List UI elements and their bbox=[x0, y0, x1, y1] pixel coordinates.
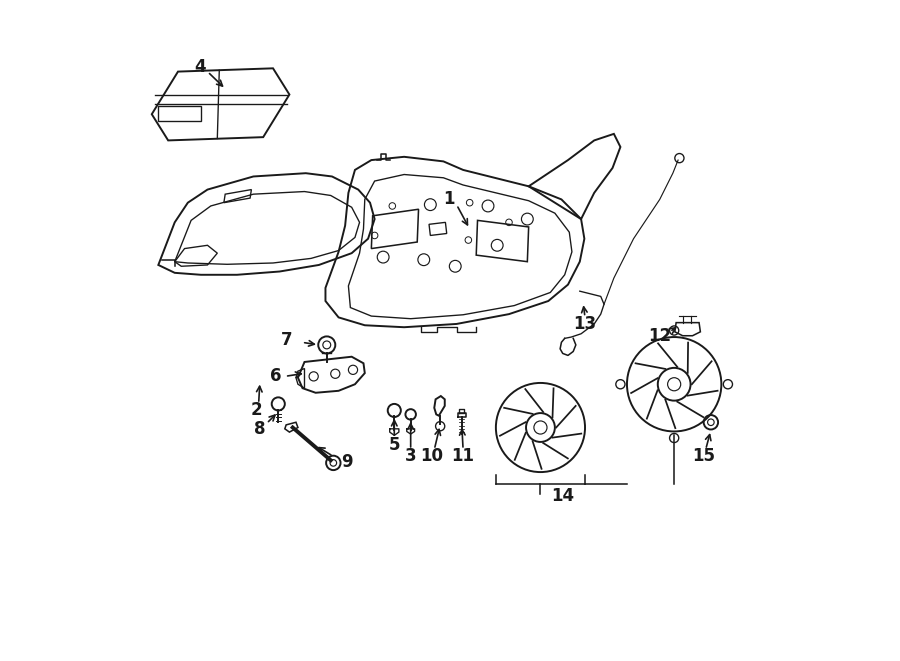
Text: 3: 3 bbox=[405, 447, 417, 465]
Text: 15: 15 bbox=[692, 447, 716, 465]
Text: 13: 13 bbox=[573, 315, 597, 333]
Text: 14: 14 bbox=[551, 486, 574, 504]
Text: 7: 7 bbox=[281, 330, 292, 348]
Text: 6: 6 bbox=[270, 368, 282, 385]
Text: 4: 4 bbox=[194, 58, 205, 76]
Text: 2: 2 bbox=[250, 401, 262, 420]
Text: 5: 5 bbox=[389, 436, 400, 453]
Text: 1: 1 bbox=[443, 190, 454, 208]
Text: 11: 11 bbox=[452, 447, 474, 465]
Text: 12: 12 bbox=[648, 327, 671, 345]
Text: 10: 10 bbox=[420, 447, 443, 465]
Text: 8: 8 bbox=[254, 420, 266, 438]
Text: 9: 9 bbox=[341, 453, 353, 471]
